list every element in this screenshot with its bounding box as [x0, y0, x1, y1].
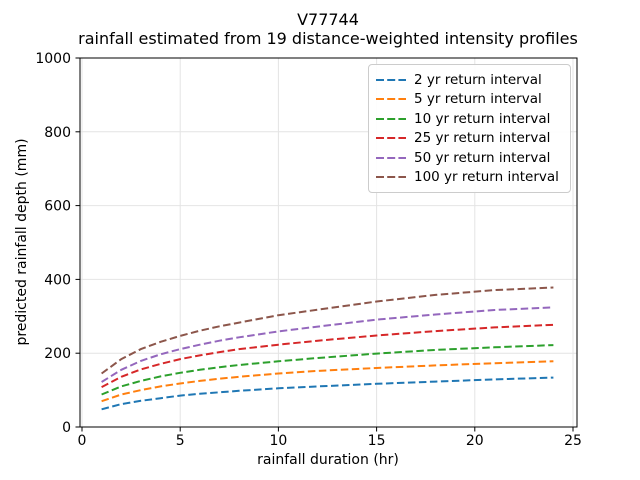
- x-tick-label: 10: [269, 433, 287, 449]
- legend-line-sample: [376, 176, 406, 179]
- series-10-yr-return-interval: [101, 344, 554, 396]
- chart-subtitle: rainfall estimated from 19 distance-weig…: [78, 29, 578, 48]
- legend-item-label: 10 yr return interval: [414, 110, 551, 127]
- y-tick-label: 400: [44, 272, 71, 288]
- x-tick-label: 0: [78, 433, 87, 449]
- legend-item-50-yr-return-interval: 50 yr return interval: [376, 148, 564, 168]
- legend-item-25-yr-return-interval: 25 yr return interval: [376, 129, 564, 149]
- legend-line-sample: [376, 98, 406, 101]
- legend-line-sample: [376, 137, 406, 140]
- y-tick-label: 1000: [35, 51, 71, 67]
- y-axis-label: predicted rainfall depth (mm): [14, 138, 30, 346]
- legend-item-label: 5 yr return interval: [414, 91, 542, 108]
- x-axis-label: rainfall duration (hr): [257, 452, 399, 468]
- legend-item-10-yr-return-interval: 10 yr return interval: [376, 109, 564, 129]
- legend: 2 yr return interval 5 yr return interval…: [368, 64, 571, 193]
- legend-item-2-yr-return-interval: 2 yr return interval: [376, 70, 564, 90]
- x-tick-label: 5: [176, 433, 185, 449]
- y-tick-label: 200: [44, 346, 71, 362]
- legend-item-label: 50 yr return interval: [414, 149, 551, 166]
- legend-item-label: 2 yr return interval: [414, 71, 542, 88]
- series-5-yr-return-interval: [101, 360, 554, 403]
- chart-title-block: V77744 rainfall estimated from 19 distan…: [78, 10, 578, 48]
- x-tick-label: 20: [466, 433, 484, 449]
- legend-item-label: 25 yr return interval: [414, 130, 551, 147]
- y-axis-ticks: 0 200 400 600 800 1000: [35, 51, 80, 436]
- legend-item-100-yr-return-interval: 100 yr return interval: [376, 168, 564, 188]
- plot-spines: [79, 57, 578, 428]
- series-100-yr-return-interval: [101, 286, 554, 375]
- legend-line-sample: [376, 156, 406, 159]
- legend-line-sample: [376, 78, 406, 81]
- series-25-yr-return-interval: [101, 323, 554, 388]
- legend-item-label: 100 yr return interval: [414, 169, 559, 186]
- series-50-yr-return-interval: [101, 306, 554, 383]
- y-tick-label: 800: [44, 125, 71, 141]
- chart-title: V77744: [297, 10, 359, 29]
- y-tick-label: 600: [44, 199, 71, 215]
- x-axis-ticks: 0 5 10 15 20 25: [78, 427, 582, 449]
- legend-item-5-yr-return-interval: 5 yr return interval: [376, 90, 564, 110]
- y-tick-label: 0: [62, 420, 71, 436]
- series-2-yr-return-interval: [101, 376, 554, 411]
- legend-line-sample: [376, 117, 406, 120]
- x-tick-label: 25: [564, 433, 582, 449]
- x-tick-label: 15: [368, 433, 386, 449]
